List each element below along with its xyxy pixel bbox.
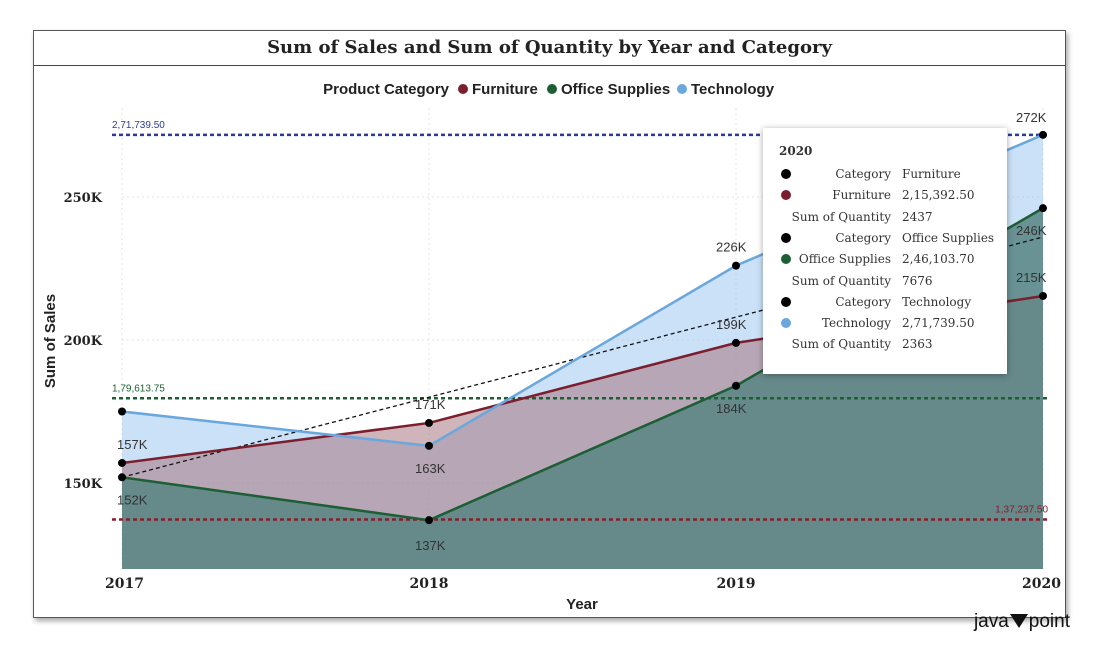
tooltip-dot-icon: [781, 190, 791, 201]
tooltip-dot-icon: [781, 232, 791, 243]
tooltip-label: Category: [835, 294, 891, 309]
x-tick-label: 2017: [105, 576, 144, 592]
hover-tooltip: 2020 Category Furniture Furniture 2,15,392.…: [763, 128, 1007, 374]
x-tick-label: 2018: [410, 576, 449, 592]
tooltip-value: Technology: [902, 294, 972, 309]
tooltip-row: Office Supplies 2,46,103.70: [763, 249, 1007, 269]
tooltip-label: Category: [835, 167, 891, 181]
data-point: [118, 407, 126, 416]
x-tick-label: 2019: [717, 576, 756, 592]
tooltip-row: Sum of Quantity 7676: [763, 271, 1007, 291]
y-tick-label: 250K: [64, 191, 103, 206]
tooltip-dot-icon: [781, 169, 791, 179]
watermark-right: point: [1028, 611, 1070, 632]
tooltip-dot-icon: [781, 296, 791, 307]
data-point: [732, 338, 740, 347]
data-point: [732, 261, 740, 270]
data-point: [118, 473, 126, 482]
data-label: 215K: [1016, 270, 1047, 285]
data-point: [118, 458, 126, 467]
tooltip-value: 2363: [902, 337, 933, 352]
tooltip-value: Furniture: [902, 167, 961, 181]
legend-swatch-icon: [547, 84, 557, 94]
tooltip-label: Sum of Quantity: [791, 337, 891, 352]
data-point: [1039, 130, 1047, 139]
legend-item: Office Supplies: [561, 81, 670, 98]
tooltip-row: Category Technology: [763, 292, 1007, 312]
x-axis-title: Year: [566, 596, 598, 613]
tooltip-label: Category: [835, 230, 891, 245]
data-label: 137K: [415, 538, 446, 553]
tooltip-row: Category Office Supplies: [763, 228, 1007, 248]
area-office-supplies: [122, 208, 1043, 569]
y-tick-label: 150K: [64, 477, 103, 492]
tooltip-value: Office Supplies: [902, 230, 995, 245]
legend-item: Technology: [691, 81, 775, 98]
data-label: 184K: [716, 401, 747, 416]
legend-title: Product Category: [323, 81, 450, 98]
data-point: [732, 381, 740, 390]
data-label: 226K: [716, 240, 747, 255]
data-label: 163K: [415, 461, 446, 476]
legend-swatch-icon: [677, 84, 687, 94]
data-point: [425, 418, 433, 427]
tooltip-value: 2437: [902, 209, 933, 224]
legend-swatch-icon: [458, 84, 468, 94]
data-point: [425, 441, 433, 450]
y-axis-title: Sum of Sales: [42, 294, 59, 388]
tooltip-year: 2020: [779, 144, 813, 158]
data-label: 152K: [117, 492, 148, 507]
tooltip-label: Sum of Quantity: [791, 273, 891, 288]
data-label: 199K: [716, 317, 747, 332]
tooltip-value: 2,71,739.50: [902, 316, 975, 331]
x-tick-label: 2020: [1022, 576, 1061, 592]
tooltip-dot-icon: [781, 254, 791, 265]
watermark-logo: java point: [974, 611, 1070, 633]
logo-triangle-icon: [1009, 614, 1028, 628]
tooltip-label: Technology: [821, 316, 891, 331]
tooltip-label: Furniture: [832, 188, 891, 203]
data-label: 272K: [1016, 110, 1047, 125]
tooltip-value: 7676: [902, 273, 933, 288]
data-label: 171K: [415, 397, 446, 412]
reference-line-label: 1,79,613.75: [112, 383, 165, 394]
legend-item: Furniture: [472, 81, 538, 98]
chart-title: Sum of Sales and Sum of Quantity by Year…: [34, 31, 1065, 66]
data-point: [1039, 204, 1047, 213]
y-tick-label: 200K: [64, 334, 103, 349]
reference-line-label: 2,71,739.50: [112, 120, 165, 131]
watermark-left: java: [973, 611, 1009, 632]
tooltip-label: Sum of Quantity: [791, 209, 891, 224]
data-point: [425, 516, 433, 525]
tooltip-value: 2,46,103.70: [902, 252, 975, 267]
tooltip-label: Office Supplies: [798, 252, 891, 267]
tooltip-row: Category Furniture: [763, 164, 1007, 184]
tooltip-row: Sum of Quantity 2437: [763, 207, 1007, 227]
tooltip-dot-icon: [781, 318, 791, 329]
data-label: 157K: [117, 437, 148, 452]
tooltip-row: Technology 2,71,739.50: [763, 313, 1007, 333]
tooltip-value: 2,15,392.50: [902, 188, 975, 203]
data-point: [1039, 291, 1047, 300]
data-label: 246K: [1016, 223, 1047, 238]
reference-line-label: 1,37,237.50: [995, 505, 1048, 516]
tooltip-row: Sum of Quantity 2363: [763, 334, 1007, 354]
tooltip-row: Furniture 2,15,392.50: [763, 185, 1007, 205]
